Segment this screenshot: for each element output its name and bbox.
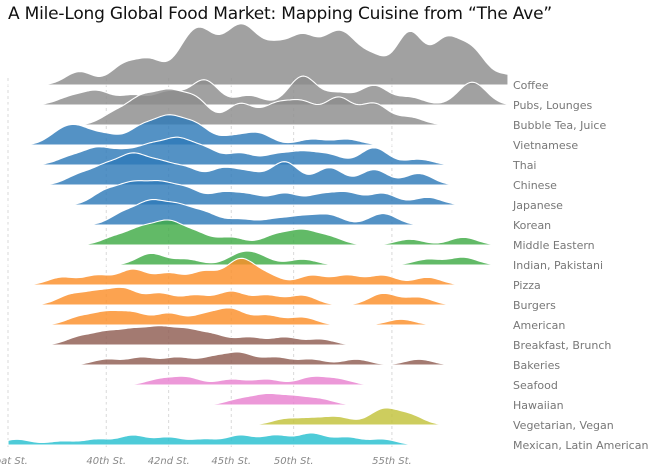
series-label-middle-eastern: Middle Eastern [513, 239, 595, 252]
ridge-seafood [7, 375, 509, 386]
ridge-coffee [7, 23, 509, 86]
ridge-american [7, 307, 509, 326]
ridge-layer [7, 23, 509, 446]
series-label-vietnamese: Vietnamese [513, 139, 578, 152]
ridge-chinese [7, 152, 509, 186]
x-tick-55th-st: 55th St. [372, 456, 412, 467]
x-tick-50th-st: 50th St. [274, 456, 314, 467]
series-label-pizza: Pizza [513, 279, 541, 292]
label-layer: Coffee Pubs, Lounges Bubble Tea, Juice Viet… [512, 79, 648, 452]
ridge-breakfast-brunch [7, 325, 509, 346]
series-label-burgers: Burgers [513, 299, 556, 312]
series-label-thai: Thai [512, 159, 537, 172]
series-label-vegetarian-vegan: Vegetarian, Vegan [513, 419, 614, 432]
ridge-pizza [7, 257, 509, 286]
series-label-breakfast-brunch: Breakfast, Brunch [513, 339, 611, 352]
ridge-hawaiian [7, 392, 509, 406]
x-tick-boat-st: Boat St. [0, 456, 28, 467]
series-label-bubble-tea-juice: Bubble Tea, Juice [513, 119, 606, 132]
series-label-pubs-lounges: Pubs, Lounges [513, 99, 592, 112]
series-label-seafood: Seafood [513, 379, 558, 392]
ridge-korean [7, 198, 509, 226]
series-label-bakeries: Bakeries [513, 359, 560, 372]
ridge-vietnamese [7, 114, 509, 146]
chart-title: A Mile-Long Global Food Market: Mapping … [8, 4, 552, 24]
series-label-indian-pakistani: Indian, Pakistani [513, 259, 603, 272]
series-label-american: American [513, 319, 565, 332]
ridge-middle-eastern [7, 219, 509, 246]
ridge-vegetarian-vegan [7, 407, 509, 426]
series-label-chinese: Chinese [513, 179, 557, 192]
series-label-korean: Korean [513, 219, 551, 232]
series-label-japanese: Japanese [512, 199, 563, 212]
series-label-hawaiian: Hawaiian [513, 399, 564, 412]
x-tick-42nd-st: 42nd St. [148, 456, 190, 467]
series-label-coffee: Coffee [513, 79, 549, 92]
x-tick-45th-st: 45th St. [211, 456, 251, 467]
tick-layer: Boat St. 40th St. 42nd St. 45th St. 50th St.… [0, 456, 412, 467]
x-tick-40th-st: 40th St. [86, 456, 126, 467]
ridge-burgers [7, 286, 509, 306]
ridge-indian-pakistani [7, 250, 509, 266]
ridge-pubs-lounges [7, 75, 509, 106]
series-label-mexican-latin-american: Mexican, Latin American [513, 439, 648, 452]
ridge-bakeries [7, 351, 509, 366]
ridge-mexican-latin-american [7, 432, 509, 446]
ridge-japanese [7, 180, 509, 206]
ridge-bubble-tea-juice [7, 88, 509, 126]
